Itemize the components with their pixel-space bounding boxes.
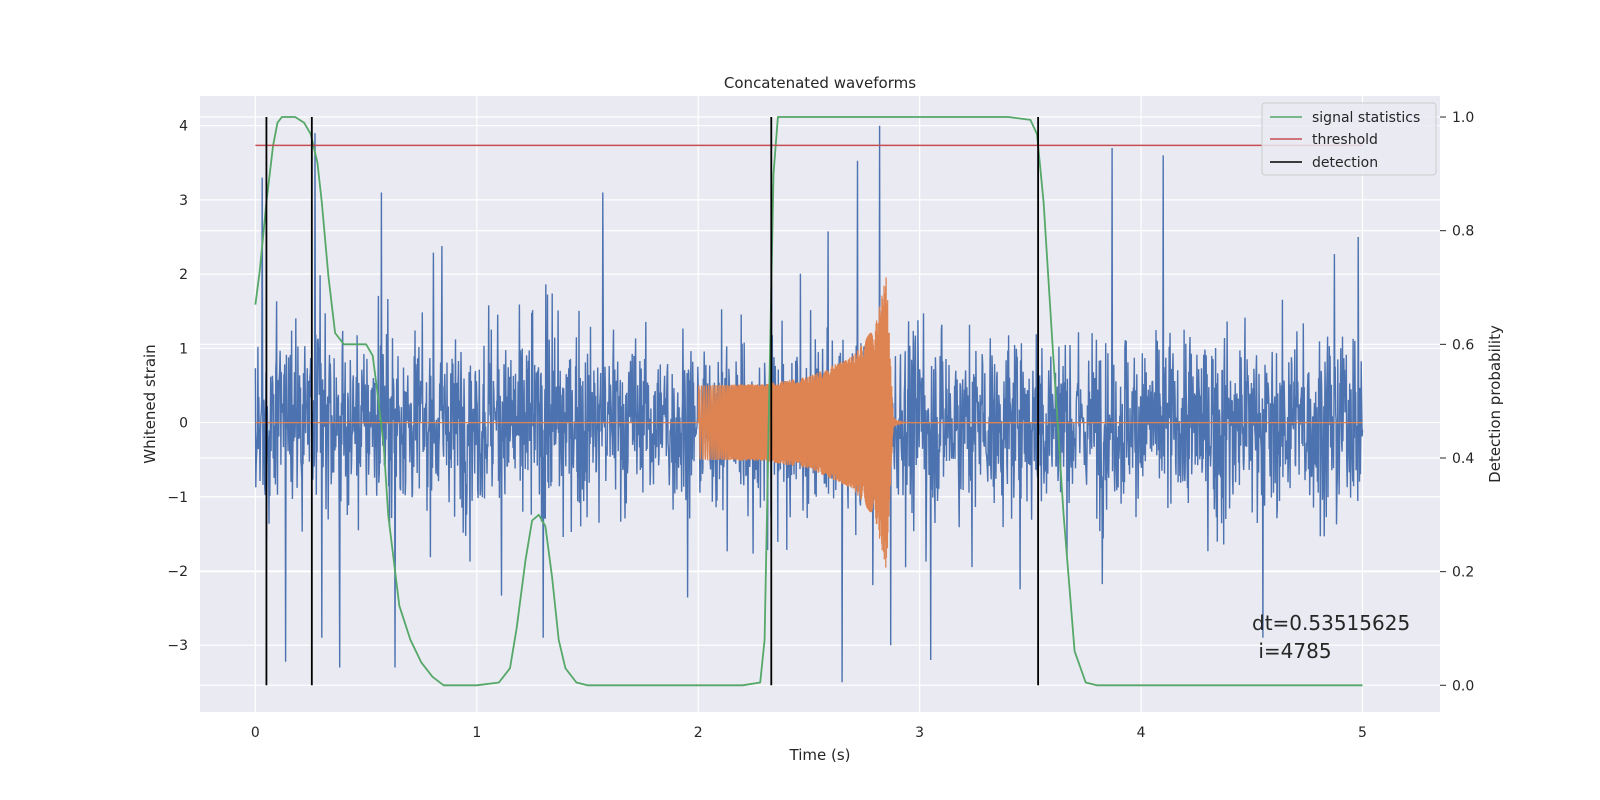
chart-title: Concatenated waveforms [724, 74, 916, 92]
y-tick-label: −2 [167, 564, 188, 580]
annotation-dt: dt=0.53515625 [1252, 611, 1410, 635]
x-tick-label: 2 [694, 725, 703, 741]
y-right-tick-label: 0.2 [1452, 565, 1474, 581]
ticks-layer: 0 1 2 3 4 5 −3 −2 −1 0 1 2 3 4 0.0 0.2 0.4 0.6 0.8 1.0 [167, 110, 1474, 741]
y-right-tick-label: 0.6 [1452, 337, 1474, 353]
x-tick-label: 1 [472, 725, 481, 741]
y-right-tick-label: 0.0 [1452, 678, 1474, 694]
annotations-layer: dt=0.53515625 i=4785 [1252, 611, 1410, 663]
legend: signal statistics threshold detection [1261, 102, 1437, 176]
x-tick-label: 0 [251, 725, 260, 741]
signal-statistics-line [254, 116, 1363, 687]
detection-series [265, 117, 1040, 686]
signal-statistics-series [254, 116, 1363, 687]
legend-box [1261, 102, 1437, 176]
y-tick-label: 4 [179, 119, 188, 135]
y-right-tick-label: 0.4 [1452, 451, 1474, 467]
y-tick-label: 3 [179, 193, 188, 209]
x-tick-label: 5 [1358, 725, 1367, 741]
annotation-index: i=4785 [1252, 639, 1332, 663]
chirp-line [255, 277, 1363, 568]
y-axis-label: Whitened strain [141, 344, 159, 463]
y-right-tick-label: 1.0 [1452, 110, 1474, 126]
y-tick-label: −3 [167, 638, 188, 654]
y-right-tick-label: 0.8 [1452, 224, 1474, 240]
y-tick-label: 2 [179, 267, 188, 283]
x-axis-label: Time (s) [789, 746, 851, 764]
legend-label-detection: detection [1312, 155, 1378, 171]
chirp-series [255, 277, 1363, 568]
y-right-axis-label: Detection probability [1486, 325, 1504, 483]
y-tick-label: 1 [179, 341, 188, 357]
y-tick-label: 0 [179, 416, 188, 432]
x-tick-label: 3 [915, 725, 924, 741]
legend-label-threshold: threshold [1312, 132, 1378, 148]
legend-label-signal-statistics: signal statistics [1312, 110, 1420, 126]
x-tick-label: 4 [1137, 725, 1146, 741]
y-tick-label: −1 [167, 490, 188, 506]
